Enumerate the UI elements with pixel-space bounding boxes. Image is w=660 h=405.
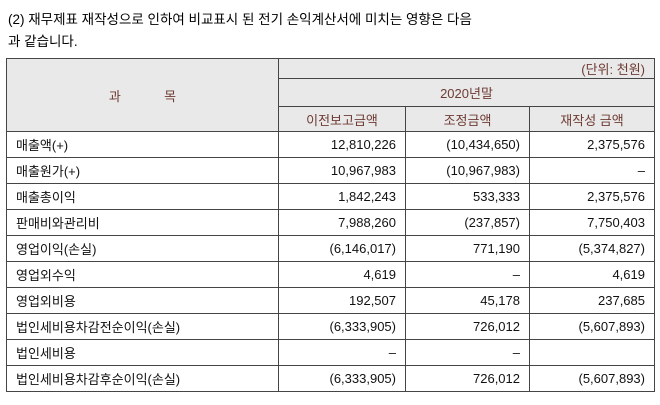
- row-label: 법인세비용: [6, 339, 279, 367]
- row-label: 판매비와관리비: [6, 209, 279, 237]
- section-title-line1: (2) 재무제표 재작성으로 인하여 비교표시 된 전기 손익계산서에 미치는 …: [8, 12, 472, 27]
- cell-value: (10,967,983): [405, 157, 530, 185]
- cell-value: (5,374,827): [529, 235, 655, 263]
- cell-value: (6,333,905): [278, 365, 406, 393]
- cell-value: –: [405, 339, 530, 367]
- cell-value: 192,507: [278, 287, 406, 315]
- column-header: 조정금액: [405, 106, 530, 133]
- cell-value: 4,619: [529, 261, 655, 289]
- column-header: 이전보고금액: [278, 106, 406, 133]
- column-header: 재작성 금액: [529, 106, 655, 133]
- table-row: 법인세비용차감전순이익(손실) (6,333,905) 726,012 (5,607,…: [6, 313, 655, 341]
- row-label: 매출원가(+): [6, 157, 279, 185]
- row-label: 매출액(+): [6, 131, 279, 159]
- cell-value: 726,012: [405, 313, 530, 341]
- cell-value: (5,607,893): [529, 365, 655, 393]
- cell-value: 45,178: [405, 287, 530, 315]
- restatement-table: 과 목 (단위: 천원) 2020년말 이전보고금액 조정금액 재작성 금액 매출액…: [6, 58, 655, 393]
- row-label: 영업외비용: [6, 287, 279, 315]
- cell-value: 237,685: [529, 287, 655, 315]
- table-row: 법인세비용 – –: [6, 339, 655, 367]
- table-row: 영업외수익 4,619–4,619: [6, 261, 655, 289]
- cell-value: 4,619: [278, 261, 406, 289]
- row-label: 법인세비용차감후순이익(손실): [6, 365, 279, 393]
- cell-value: 10,967,983: [278, 157, 406, 185]
- cell-value: 7,750,403: [529, 209, 655, 237]
- section-title: (2) 재무제표 재작성으로 인하여 비교표시 된 전기 손익계산서에 미치는 …: [0, 0, 660, 58]
- row-label: 영업외수익: [6, 261, 279, 289]
- item-column-header: 과 목: [6, 58, 279, 133]
- table-row: 매출원가(+) 10,967,983 (10,967,983) –: [6, 157, 655, 185]
- table-row: 영업외비용 192,507 45,178 237,685: [6, 287, 655, 315]
- table-row: 판매비와관리비 7,988,260 (237,857) 7,750,403: [6, 209, 655, 237]
- cell-value: (5,607,893): [529, 313, 655, 341]
- table-row: 법인세비용차감후순이익(손실) (6,333,905) 726,012 (5,607,…: [6, 365, 655, 393]
- table-row: 영업이익(손실) (6,146,017) 771,190 (5,374,827): [6, 235, 655, 263]
- cell-value: [529, 339, 655, 367]
- cell-value: 726,012: [405, 365, 530, 393]
- row-label: 매출총이익: [6, 183, 279, 211]
- cell-value: –: [405, 261, 530, 289]
- table-row: 매출액(+) 12,810,226 (10,434,650) 2,375,576: [6, 131, 655, 159]
- cell-value: 2,375,576: [529, 183, 655, 211]
- unit-label: (단위: 천원): [278, 58, 655, 80]
- cell-value: 533,333: [405, 183, 530, 211]
- cell-value: (6,333,905): [278, 313, 406, 341]
- cell-value: (237,857): [405, 209, 530, 237]
- cell-value: 1,842,243: [278, 183, 406, 211]
- cell-value: (6,146,017): [278, 235, 406, 263]
- row-label: 영업이익(손실): [6, 235, 279, 263]
- table-row: 매출총이익 1,842,243 533,333 2,375,576: [6, 183, 655, 211]
- cell-value: 12,810,226: [278, 131, 406, 159]
- cell-value: 771,190: [405, 235, 530, 263]
- cell-value: –: [529, 157, 655, 185]
- period-header: 2020년말: [278, 78, 655, 108]
- cell-value: –: [278, 339, 406, 367]
- section-title-line2: 과 같습니다.: [8, 33, 78, 49]
- cell-value: (10,434,650): [405, 131, 530, 159]
- row-label: 법인세비용차감전순이익(손실): [6, 313, 279, 341]
- cell-value: 7,988,260: [278, 209, 406, 237]
- cell-value: 2,375,576: [529, 131, 655, 159]
